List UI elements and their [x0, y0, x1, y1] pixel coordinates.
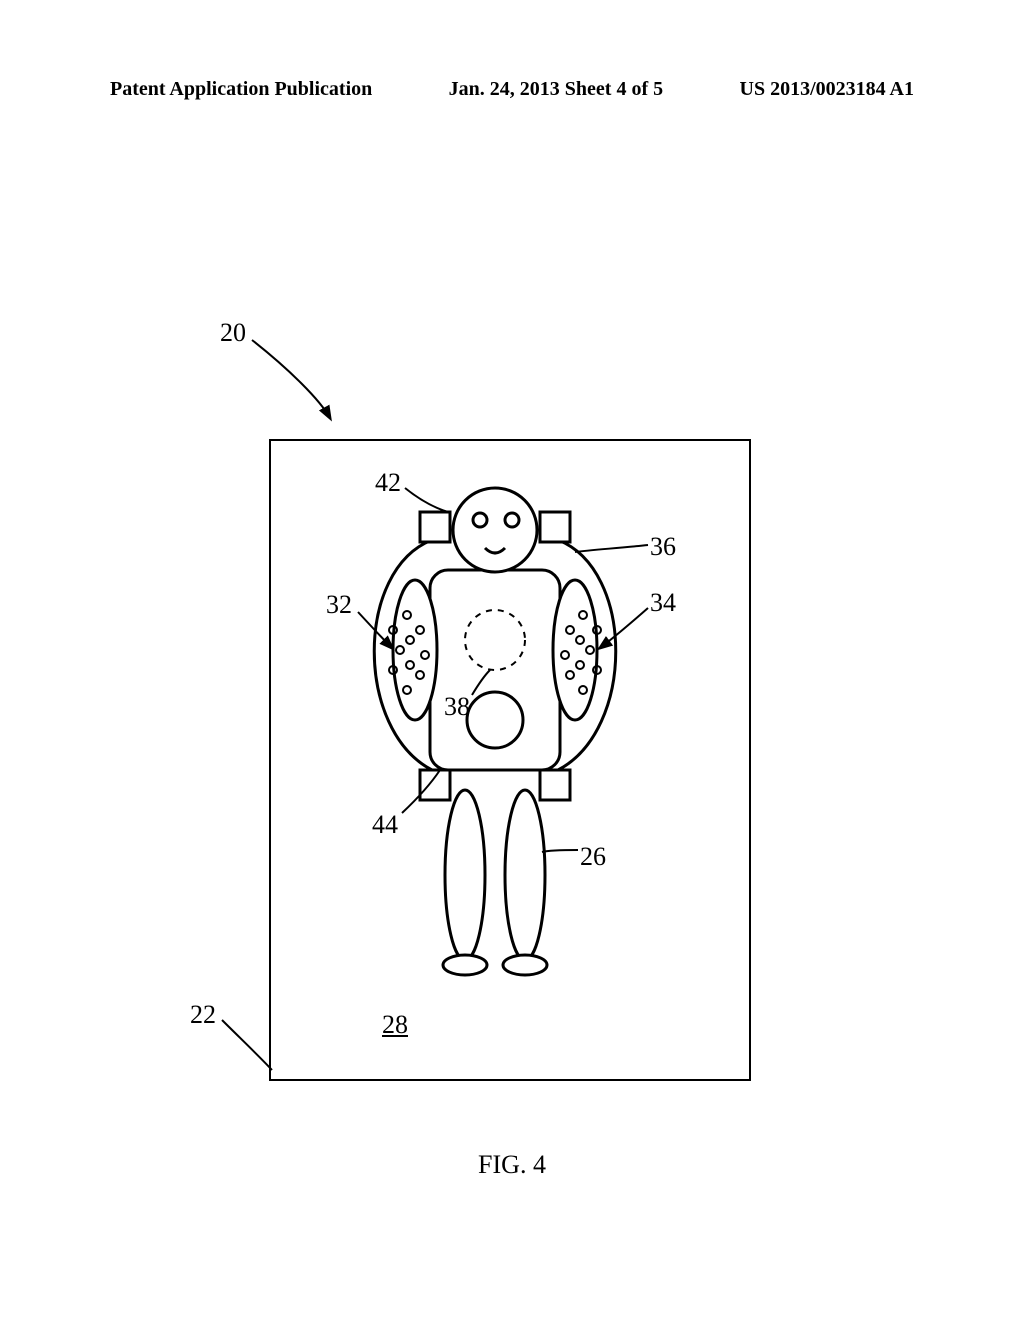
header-left: Patent Application Publication: [110, 78, 372, 101]
ref-label: 38: [444, 692, 470, 722]
ref-label: 28: [382, 1010, 408, 1040]
header-right: US 2013/0023184 A1: [740, 78, 914, 101]
ref-label: 44: [372, 810, 398, 840]
header-center: Jan. 24, 2013 Sheet 4 of 5: [449, 78, 663, 101]
ref-label: 34: [650, 588, 676, 618]
ref-label: 36: [650, 532, 676, 562]
page-header: Patent Application Publication Jan. 24, …: [0, 78, 1024, 101]
ref-label: 20: [220, 318, 246, 348]
figure-caption: FIG. 4: [0, 1150, 1024, 1180]
figure-area: 20 42 36 32 34 38 44 26 22 28: [0, 150, 1024, 1150]
ref-label: 22: [190, 1000, 216, 1030]
ref-label: 32: [326, 590, 352, 620]
figure-svg: [0, 150, 1024, 1150]
ref-label: 26: [580, 842, 606, 872]
ref-label: 42: [375, 468, 401, 498]
